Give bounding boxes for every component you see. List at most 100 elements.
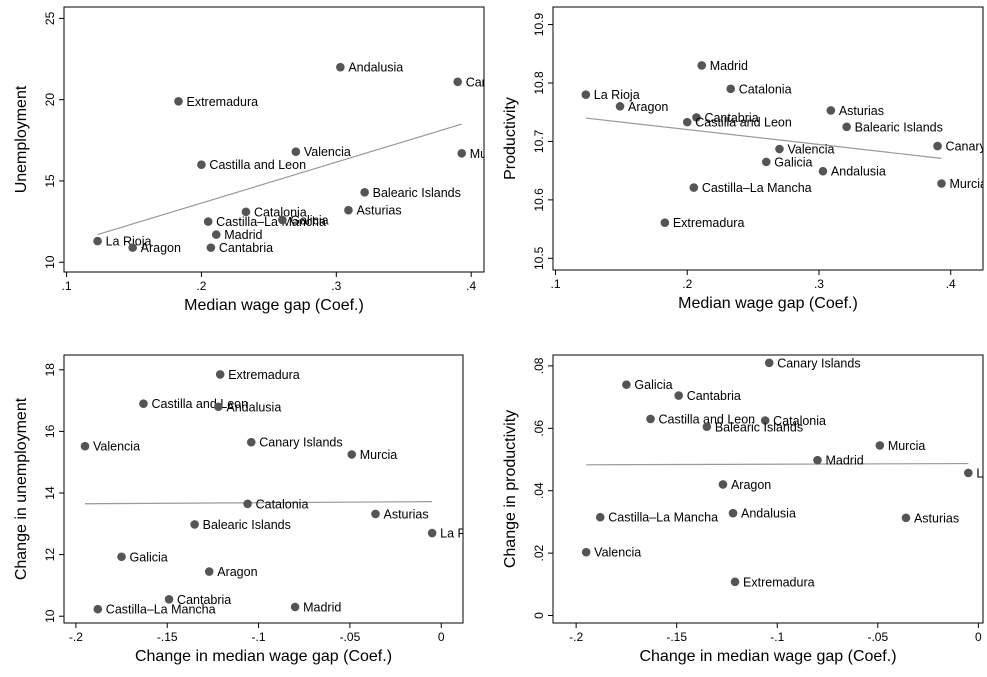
point-asturias — [371, 509, 380, 519]
point-label-galicia: Galicia — [130, 550, 168, 564]
point-cantabria — [206, 243, 216, 252]
panel-unemployment-vs-wage-gap: .1 .2 .3 .4 10 15 20 25 Median wage gap (Coef.) U… — [13, 6, 508, 314]
point-canary-islands — [764, 358, 774, 368]
point-label-canary-islands: Canary Islands — [946, 140, 987, 154]
y-tick-label: 10.7 — [532, 129, 546, 153]
point-label-extremadura: Extremadura — [673, 216, 745, 230]
x-tick-label: .1 — [62, 279, 72, 293]
point-asturias — [901, 513, 911, 523]
point-asturias — [344, 205, 353, 215]
point-galicia — [278, 215, 287, 225]
point-label-andalusia: Andalusia — [348, 61, 403, 75]
point-balearic-islands — [360, 188, 369, 197]
point-castilla-la-mancha — [203, 217, 213, 226]
point-label-balearic-islands: Balearic Islands — [715, 420, 803, 434]
point-extremadura — [730, 577, 740, 587]
point-label-castilla-and-leon: Castilla and Leon — [659, 412, 756, 426]
point-label-extremadura: Extremadura — [743, 575, 815, 589]
point-la-rioja — [964, 468, 973, 478]
x-tick-label: .3 — [331, 279, 341, 293]
y-tick-label: .08 — [532, 357, 546, 374]
point-label-asturias: Asturias — [383, 507, 428, 521]
point-label-valencia: Valencia — [93, 440, 140, 454]
point-aragon — [128, 243, 137, 252]
y-tick-label: 10.9 — [532, 13, 546, 37]
point-madrid — [290, 602, 300, 612]
x-axis-title: Median wage gap (Coef.) — [678, 295, 858, 312]
y-tick-label: 10 — [43, 609, 57, 623]
x-tick-label: -.05 — [867, 630, 888, 644]
point-label-murcia: Murcia — [470, 147, 508, 161]
point-galicia — [622, 380, 631, 389]
x-axis-title: Median wage gap (Coef.) — [184, 297, 364, 314]
point-murcia — [875, 441, 885, 450]
point-label-castilla-la-mancha: Castilla–La Mancha — [702, 181, 812, 195]
point-label-andalusia: Andalusia — [226, 400, 281, 414]
y-tick-label: 10.8 — [532, 71, 546, 95]
point-label-asturias: Asturias — [356, 204, 401, 218]
point-label-andalusia: Andalusia — [741, 507, 796, 521]
point-la-rioja — [427, 528, 437, 538]
x-axis-title: Change in median wage gap (Coef.) — [135, 648, 392, 665]
point-label-madrid: Madrid — [825, 454, 863, 468]
point-label-castilla-and-leon: Castilla and Leon — [151, 397, 248, 411]
point-castilla-and-leon — [197, 160, 206, 169]
fit-line — [85, 501, 433, 505]
point-valencia — [291, 147, 301, 156]
fit-line — [585, 117, 942, 159]
panel-productivity-vs-wage-gap: .1 .2 .3 .4 10.5 10.6 10.7 10.8 10.9 Median wage … — [502, 6, 987, 312]
point-andalusia — [336, 62, 345, 72]
point-label-madrid: Madrid — [303, 600, 341, 614]
plot-frame — [63, 354, 464, 624]
point-castilla-la-mancha — [93, 604, 103, 614]
point-label-extremadura: Extremadura — [228, 368, 300, 382]
point-label-canary-islands: Canary Islands — [777, 356, 860, 370]
point-label-castilla-and-leon: Castilla and Leon — [209, 158, 306, 172]
x-tick-label: -.1 — [770, 630, 784, 644]
point-label-murcia: Murcia — [888, 439, 926, 453]
point-label-castilla-la-mancha: Castilla–La Mancha — [216, 215, 326, 229]
point-label-catalonia: Catalonia — [739, 82, 792, 96]
point-castilla-and-leon — [646, 414, 655, 424]
point-label-asturias: Asturias — [914, 511, 959, 525]
point-label-murcia: Murcia — [950, 177, 987, 191]
point-label-galicia: Galicia — [774, 155, 812, 169]
point-balearic-islands — [190, 520, 199, 529]
plot-frame — [63, 6, 485, 273]
y-axis-title: Unemployment — [13, 85, 30, 193]
y-tick-label: 0 — [532, 612, 546, 619]
point-label-murcia: Murcia — [360, 448, 398, 462]
point-aragon — [204, 567, 214, 576]
point-murcia — [457, 149, 467, 158]
point-label-aragon: Aragon — [628, 100, 668, 114]
point-andalusia — [728, 508, 738, 518]
point-catalonia — [241, 207, 251, 217]
y-tick-label: 10.6 — [532, 188, 546, 212]
point-castilla-la-mancha — [595, 512, 605, 522]
y-tick-label: 25 — [43, 11, 57, 25]
point-extremadura — [215, 370, 225, 379]
x-tick-label: .4 — [466, 279, 476, 293]
point-madrid — [211, 230, 221, 239]
point-andalusia — [214, 402, 223, 412]
y-tick-label: 14 — [43, 486, 57, 500]
point-asturias — [826, 106, 836, 115]
y-tick-label: 18 — [43, 363, 57, 377]
y-tick-label: 10.5 — [532, 246, 546, 270]
x-tick-label: -.2 — [69, 630, 83, 644]
point-label-la-rioja: La Rioja — [976, 466, 987, 480]
x-tick-label: 0 — [975, 630, 982, 644]
point-label-cantabria: Cantabria — [704, 111, 758, 125]
point-aragon — [615, 102, 625, 111]
point-label-galicia: Galicia — [634, 378, 672, 392]
plot-frame — [552, 354, 984, 624]
x-tick-label: -.1 — [252, 630, 266, 644]
y-tick-label: 10 — [43, 255, 57, 269]
x-tick-label: .2 — [196, 279, 206, 293]
point-label-catalonia: Catalonia — [773, 414, 826, 428]
y-tick-label: 12 — [43, 548, 57, 562]
fit-line — [97, 123, 462, 236]
point-label-canary-islands: Canary Islands — [259, 436, 342, 450]
